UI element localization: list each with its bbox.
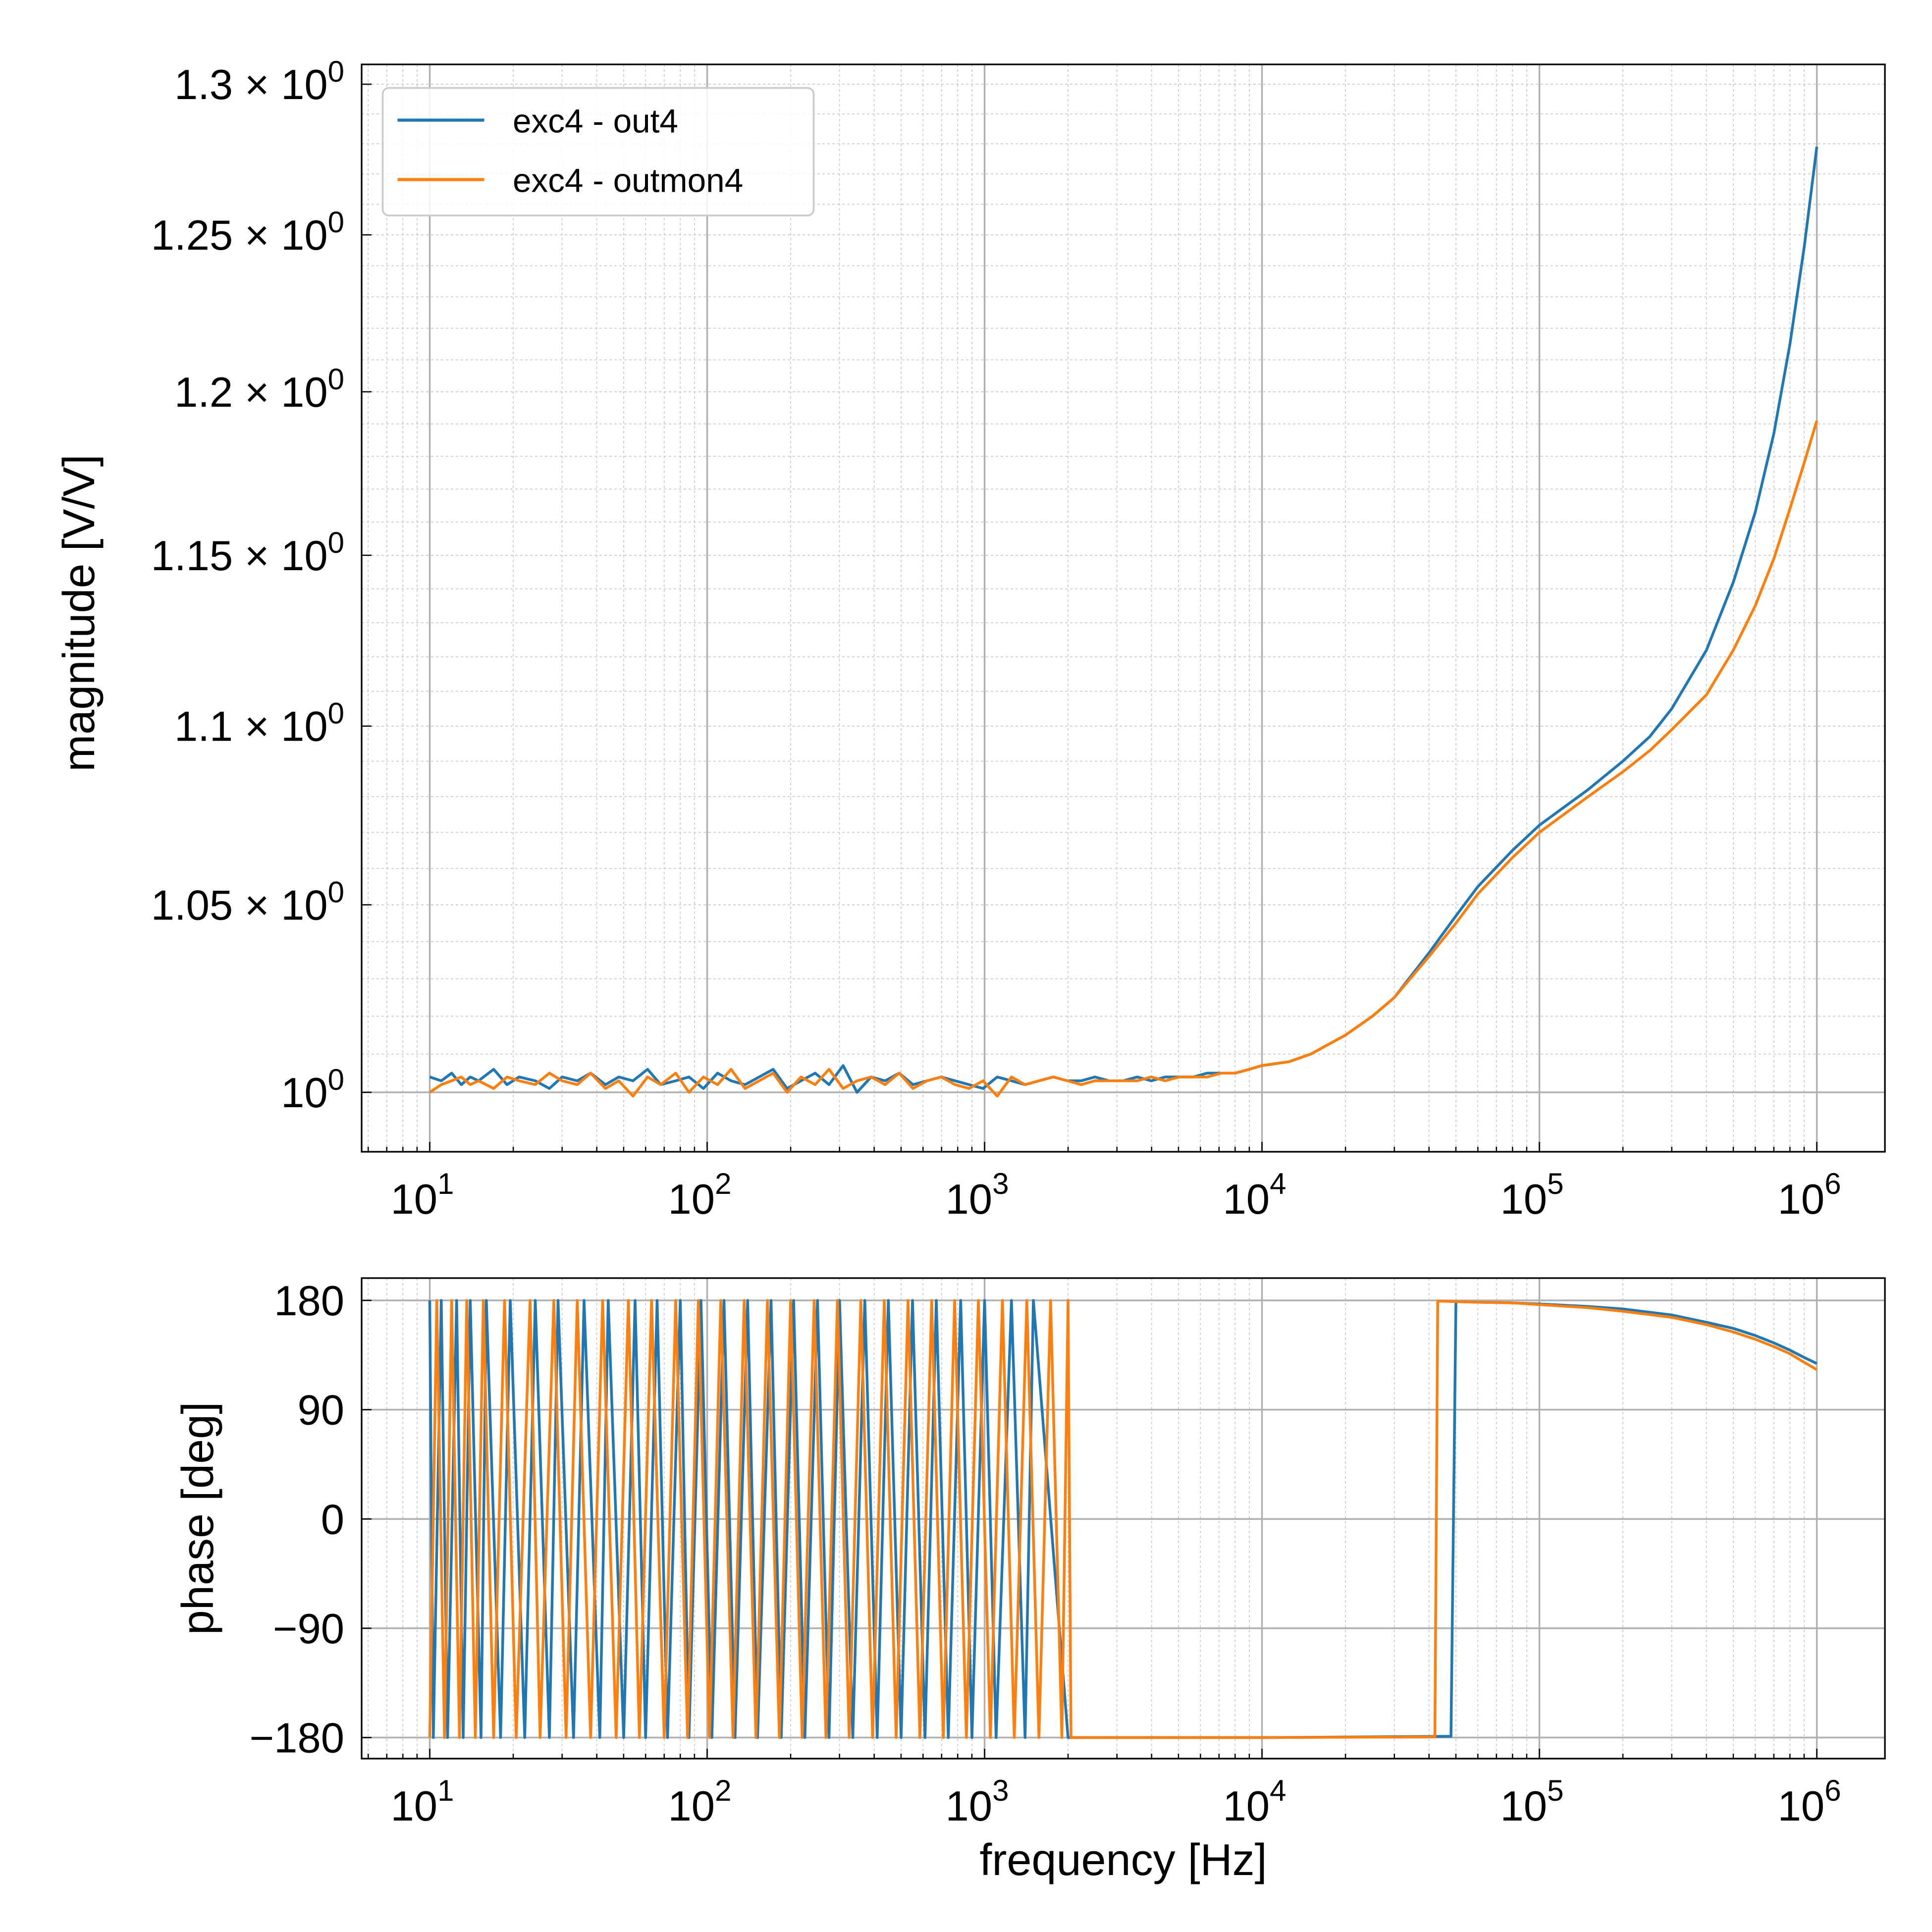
x-tick-label: 104: [1223, 1167, 1287, 1223]
x-tick-label: 106: [1778, 1774, 1841, 1830]
y-tick-label: 1.15 × 100: [151, 526, 344, 580]
series-line-outmon4: [428, 1299, 1818, 1739]
y-tick-label: 90: [297, 1387, 344, 1434]
x-tick-label: 102: [668, 1774, 732, 1830]
x-tick-label: 101: [391, 1167, 454, 1223]
y-tick-label: −180: [250, 1715, 344, 1762]
y-tick-label: 1.25 × 100: [151, 206, 344, 259]
y-tick-label: 1.05 × 100: [151, 876, 344, 929]
series-line-outmon4: [429, 420, 1819, 1098]
magnitude-panel: 100 1.05 × 100 1.1 × 100 1.15 × 100 1.2 × 10…: [151, 55, 1886, 1223]
y-tick-label: −90: [273, 1606, 344, 1653]
frequency-axis-label: frequency [Hz]: [979, 1835, 1267, 1885]
phase-panel: 180 90 0 −90 −180 101 102 103 104 105 106: [250, 1277, 1886, 1830]
x-tick-label: 103: [946, 1167, 1009, 1223]
x-tick-label: 105: [1501, 1774, 1564, 1830]
magnitude-axis-label: magnitude [V/V]: [54, 454, 104, 771]
y-tick-label: 100: [281, 1063, 344, 1117]
y-tick-label: 180: [274, 1278, 344, 1325]
x-tick-label: 106: [1778, 1167, 1841, 1223]
y-tick-label: 1.3 × 100: [174, 55, 344, 108]
x-tick-label: 101: [391, 1774, 454, 1830]
x-tick-label: 102: [668, 1167, 732, 1223]
y-tick-label: 0: [321, 1496, 344, 1543]
x-tick-label: 105: [1501, 1167, 1564, 1223]
phase-axis-label: phase [deg]: [173, 1402, 223, 1635]
legend-label-out4: exc4 - out4: [513, 103, 678, 140]
axes-frame: [361, 63, 1886, 1153]
legend-label-outmon4: exc4 - outmon4: [513, 162, 743, 200]
axes-frame: [361, 1277, 1886, 1760]
y-tick-label: 1.2 × 100: [174, 363, 344, 416]
y-tick-label: 1.1 × 100: [174, 697, 344, 751]
series-line-out4: [429, 146, 1819, 1094]
legend: exc4 - out4 exc4 - outmon4: [381, 87, 815, 216]
x-tick-label: 103: [946, 1774, 1009, 1830]
x-tick-label: 104: [1223, 1774, 1287, 1830]
